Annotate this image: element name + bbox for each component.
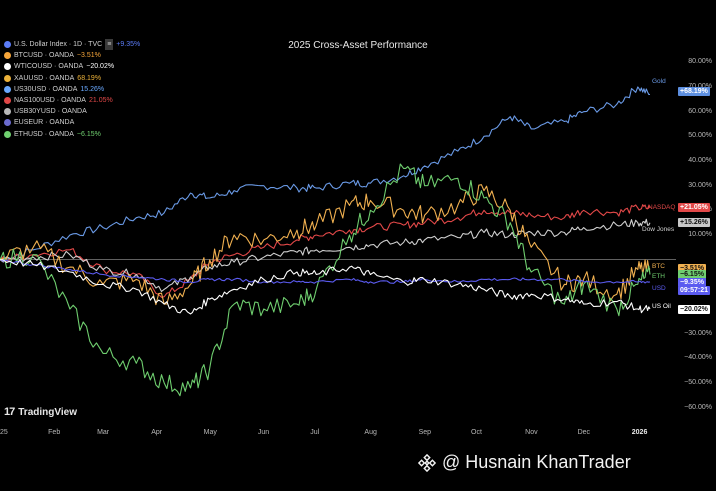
- y-tick-label: 50.00%: [688, 132, 712, 140]
- series-tag: Dow Jones: [642, 226, 675, 234]
- series-line-us-oil: [0, 259, 651, 315]
- y-tick-label: −60.00%: [684, 403, 712, 411]
- y-tick-label: 60.00%: [688, 107, 712, 115]
- x-tick-label: 2026: [631, 429, 648, 436]
- y-tick-label: 80.00%: [688, 58, 712, 66]
- legend-item[interactable]: BTCUSD · OANDA −3.51%: [4, 50, 140, 61]
- legend-item[interactable]: ETHUSD · OANDA −6.15%: [4, 129, 140, 140]
- legend-label: ETHUSD · OANDA: [14, 130, 74, 138]
- legend-swatch-icon: [4, 130, 11, 138]
- legend-item[interactable]: XAUUSD · OANDA 68.19%: [4, 73, 140, 84]
- series-line-gold: [0, 86, 651, 261]
- legend-item[interactable]: NAS100USD · OANDA 21.05%: [4, 95, 140, 106]
- tradingview-mark-icon: 17: [4, 406, 15, 418]
- last-value-badge: +15.26%: [678, 217, 710, 227]
- tradingview-wordmark: TradingView: [18, 406, 77, 418]
- legend-item[interactable]: USB30YUSD · OANDA: [4, 106, 140, 117]
- series-tag: BTC: [652, 263, 665, 271]
- last-value-badge: +68.19%: [678, 86, 710, 96]
- tradingview-logo: 17 TradingView: [4, 406, 77, 418]
- y-tick-label: 10.00%: [688, 231, 712, 238]
- x-tick-label: Aug: [364, 429, 377, 436]
- y-tick-label: −40.00%: [684, 354, 712, 362]
- x-tick-label: Jun: [257, 429, 270, 436]
- last-value-badge: −20.02%: [678, 304, 710, 314]
- last-value-badge: −3.51%: [678, 263, 706, 273]
- legend-swatch-icon: [4, 108, 11, 116]
- legend-swatch-icon: [4, 97, 11, 105]
- watermark-text: @ Husnain KhanTrader: [442, 452, 631, 472]
- legend-label: NAS100USD · OANDA: [14, 96, 86, 104]
- last-value-badge: 09:57:21: [678, 286, 711, 295]
- legend-item[interactable]: U.S. Dollar Index · 1D · TVC ≡ +9.35%: [4, 39, 141, 51]
- legend-value: 15.26%: [80, 85, 105, 93]
- legend-label: U.S. Dollar Index · 1D · TVC: [14, 41, 103, 48]
- series-line-dow-jones: [0, 218, 651, 293]
- x-tick-label: Apr: [151, 429, 163, 436]
- legend-value: 21.05%: [88, 96, 113, 104]
- legend-value: −3.51%: [76, 52, 101, 60]
- series-tag: US Oil: [652, 302, 671, 310]
- x-tick-label: Jul: [310, 429, 320, 436]
- last-value-badge: −9.35%: [678, 278, 706, 288]
- legend-swatch-icon: [4, 119, 11, 127]
- series-tag: ETH: [652, 272, 665, 280]
- x-tick-label: 25: [0, 429, 8, 436]
- legend-item[interactable]: US30USD · OANDA 15.26%: [4, 84, 140, 95]
- chart-title: 2025 Cross-Asset Performance: [288, 40, 428, 51]
- legend-value: −6.15%: [76, 130, 101, 138]
- series-line-eth: [0, 163, 651, 397]
- binance-diamond-icon: [418, 453, 436, 472]
- y-tick-label: −30.00%: [684, 329, 712, 337]
- legend-label: BTCUSD · OANDA: [14, 52, 74, 60]
- legend-label: WTICOUSD · OANDA: [14, 63, 84, 71]
- legend-swatch-icon: [4, 63, 11, 71]
- dxy-change-value: +9.35%: [116, 41, 141, 48]
- legend-value: 68.19%: [77, 74, 102, 82]
- legend-label: EUSEUR · OANDA: [14, 119, 75, 127]
- x-tick-label: Feb: [48, 429, 61, 436]
- legend-item[interactable]: WTICOUSD · OANDA −20.02%: [4, 61, 140, 72]
- last-value-badge: +21.05%: [678, 203, 710, 213]
- y-tick-label: 70.00%: [688, 83, 712, 90]
- series-line-btc: [0, 184, 651, 306]
- legend-swatch-icon: [4, 52, 11, 60]
- legend-item[interactable]: EUSEUR · OANDA: [4, 117, 140, 128]
- legend-toggle-button[interactable]: ≡: [105, 39, 114, 51]
- x-tick-label: Nov: [525, 429, 538, 436]
- x-tick-label: Sep: [418, 429, 432, 436]
- author-watermark: @ Husnain KhanTrader: [418, 452, 631, 473]
- x-tick-label: Dec: [577, 429, 591, 436]
- legend-value: −20.02%: [86, 63, 115, 71]
- y-tick-label: −50.00%: [684, 379, 712, 386]
- legend-swatch-icon: [4, 85, 11, 93]
- x-tick-label: Oct: [471, 429, 482, 436]
- series-line-usd: [0, 259, 651, 284]
- series-tag: USD: [652, 285, 666, 293]
- series-tag: NASDAQ: [648, 203, 676, 211]
- legend-swatch-icon: [4, 74, 11, 82]
- chart-legend: U.S. Dollar Index · 1D · TVC ≡ +9.35% BTCUS…: [4, 39, 140, 140]
- x-tick-label: Mar: [97, 429, 110, 436]
- legend-label: USB30YUSD · OANDA: [14, 108, 87, 116]
- y-tick-label: 30.00%: [688, 181, 712, 189]
- x-tick-label: May: [203, 429, 217, 436]
- legend-swatch-icon: [4, 41, 11, 49]
- y-tick-label: 40.00%: [688, 157, 712, 164]
- legend-label: US30USD · OANDA: [14, 85, 78, 93]
- series-tag: Gold: [652, 78, 666, 86]
- last-value-badge: −6.15%: [678, 270, 706, 280]
- legend-label: XAUUSD · OANDA: [14, 74, 75, 82]
